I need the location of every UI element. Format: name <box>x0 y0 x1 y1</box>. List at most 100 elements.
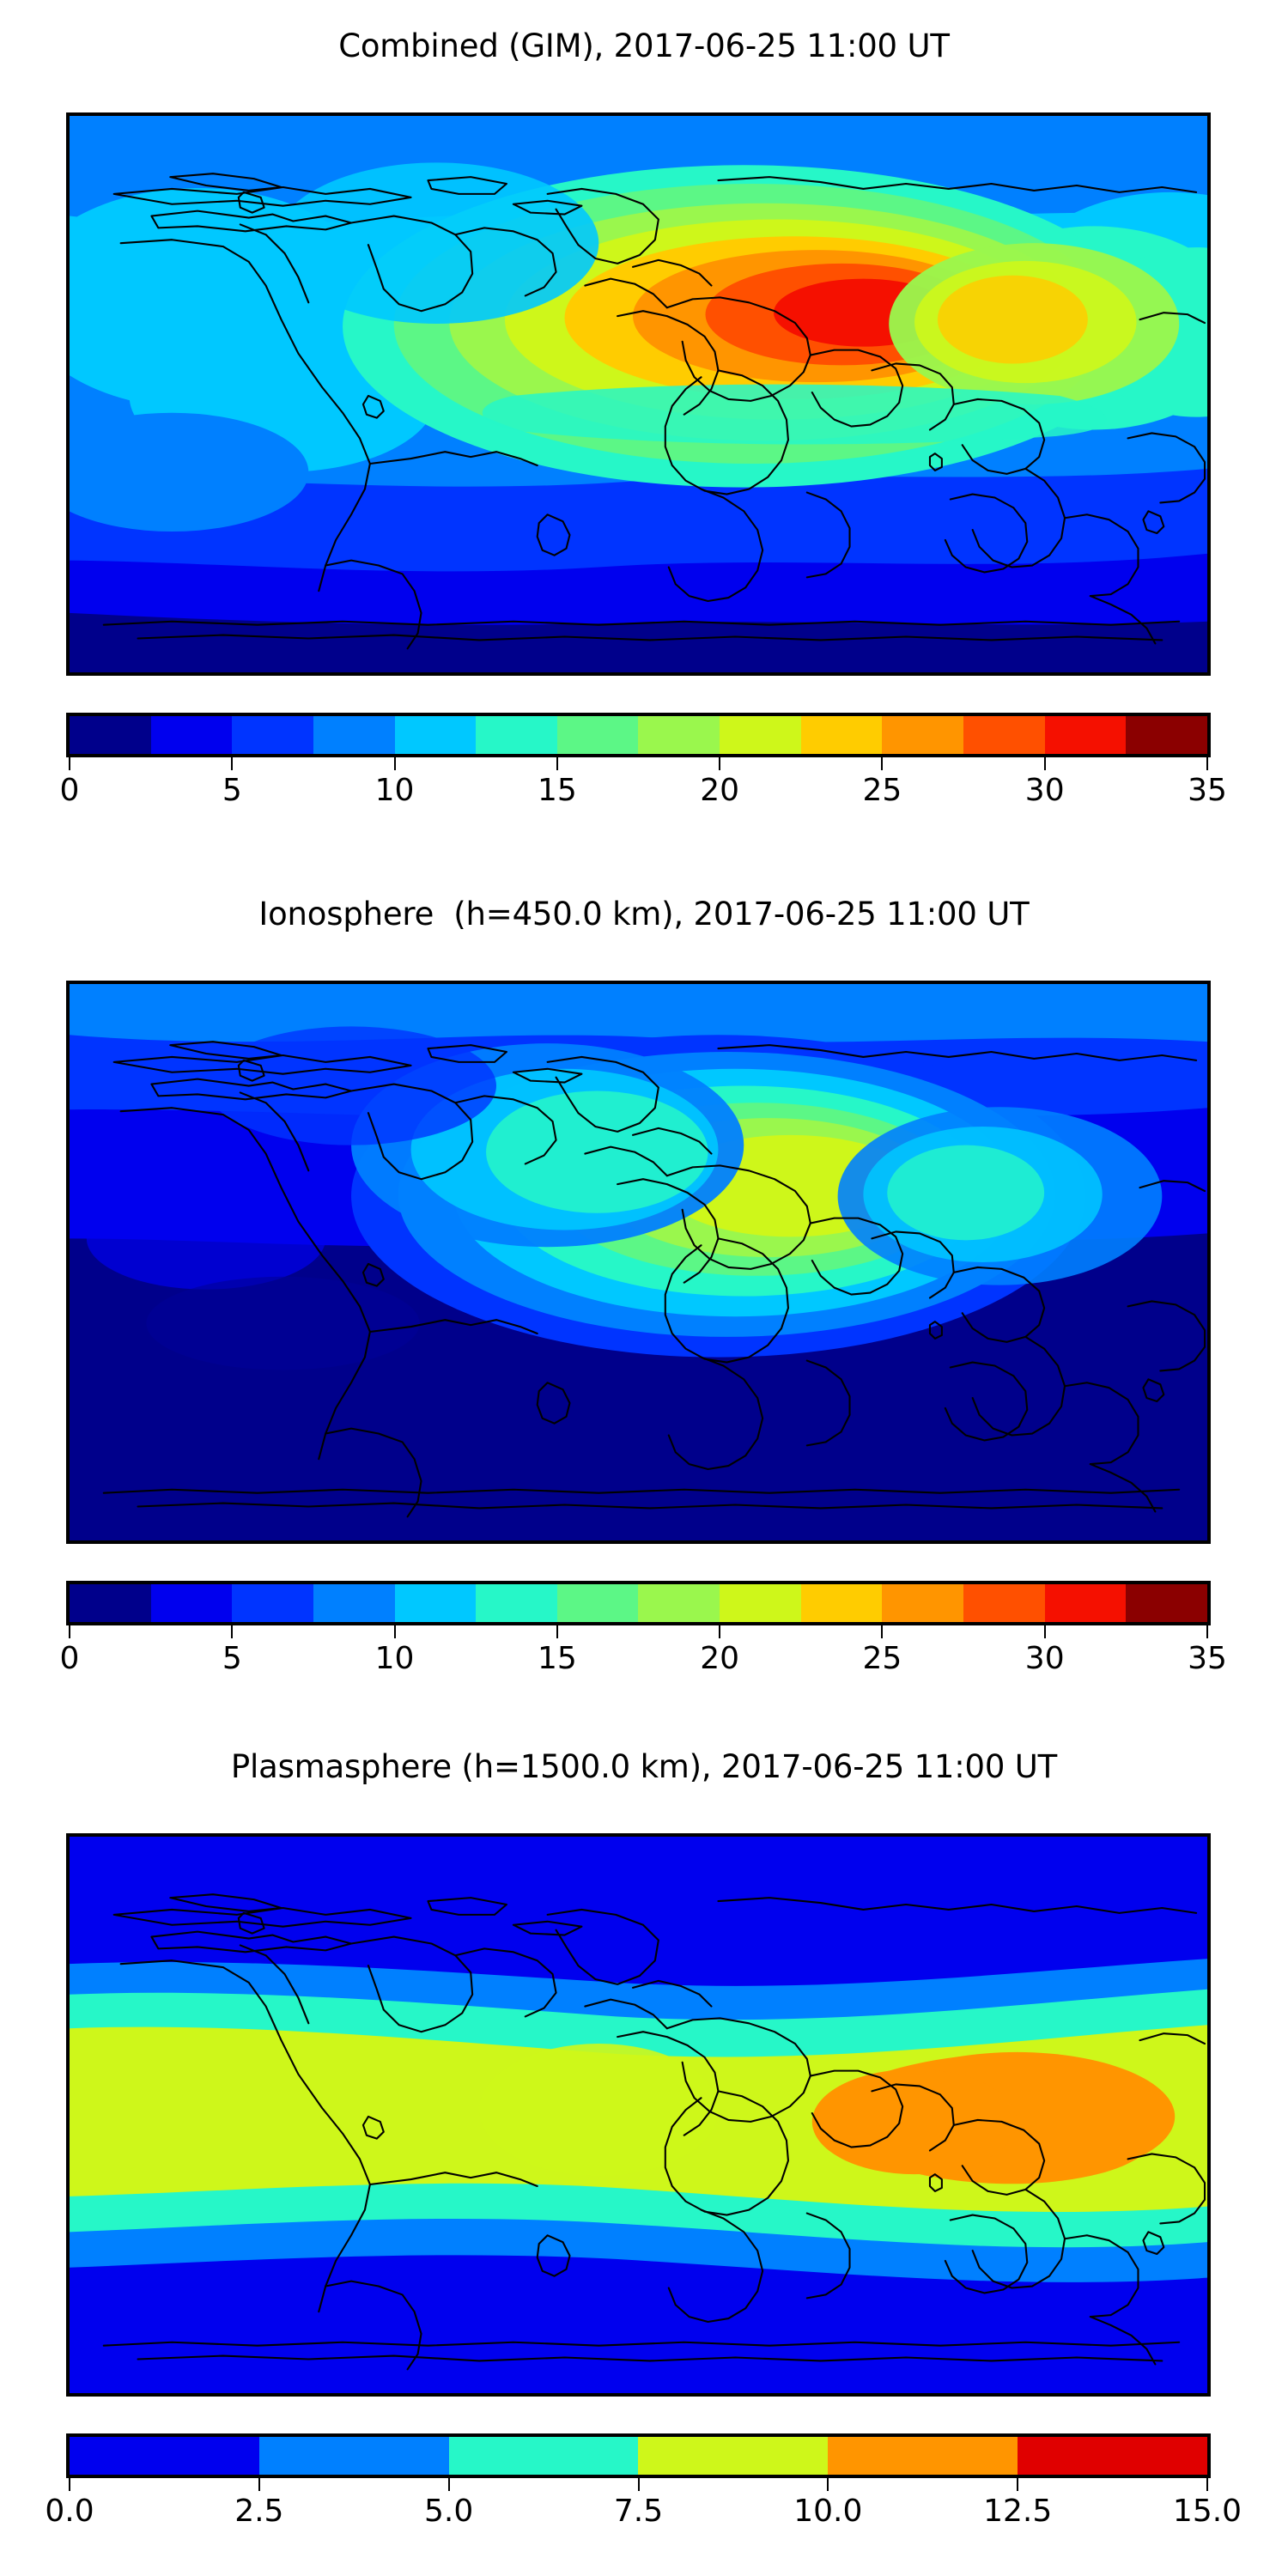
colorbar-band-6 <box>556 716 639 754</box>
colorbar-band-4 <box>828 2437 1018 2475</box>
colorbar-band-3 <box>313 1584 395 1622</box>
colorbar-tick-1 <box>231 1625 234 1638</box>
colorbar-combined[interactable]: 0 5 10 15 20 25 30 35 <box>60 713 1227 812</box>
colorbar-band-0 <box>70 2437 259 2475</box>
colorbar-band-13 <box>1126 1584 1207 1622</box>
map-canvas-ionosphere <box>70 984 1207 1540</box>
colorbar-tick-7 <box>1206 1625 1208 1638</box>
colorbar-tick-label-4: 20 <box>700 1641 740 1676</box>
colorbar-band-2 <box>448 2437 639 2475</box>
coastlines-plasmasphere <box>102 1893 1206 2371</box>
colorbar-tick-6 <box>1043 757 1046 770</box>
colorbar-plasmasphere-labels: 0.0 2.5 5.0 7.5 10.0 12.5 15.0 <box>45 2494 1242 2533</box>
colorbar-ionosphere[interactable]: 0 5 10 15 20 25 30 35 <box>60 1581 1227 1680</box>
colorbar-tick-label-5: 25 <box>862 773 902 808</box>
colorbar-tick-label-3: 7.5 <box>613 2494 664 2529</box>
colorbar-tick-1 <box>231 757 234 770</box>
colorbar-tick-label-5: 12.5 <box>983 2494 1053 2529</box>
colorbar-tick-5 <box>1017 2478 1019 2491</box>
colorbar-band-13 <box>1126 716 1207 754</box>
colorbar-band-3 <box>638 2437 829 2475</box>
map-canvas-combined <box>70 116 1207 672</box>
tec-field-plasmasphere <box>70 1837 1207 2393</box>
colorbar-tick-3 <box>637 2478 640 2491</box>
colorbar-band-2 <box>232 1584 313 1622</box>
colorbar-tick-0 <box>69 1625 70 1638</box>
colorbar-tick-label-0: 0 <box>59 1641 80 1676</box>
tec-field-combined <box>70 116 1207 672</box>
colorbar-tick-3 <box>556 757 558 770</box>
colorbar-combined-strip[interactable] <box>66 713 1211 757</box>
colorbar-tick-label-7: 35 <box>1188 773 1227 808</box>
colorbar-ionosphere-labels: 0 5 10 15 20 25 30 35 <box>60 1641 1227 1680</box>
colorbar-tick-label-3: 15 <box>537 773 577 808</box>
coastlines-combined <box>102 173 1206 650</box>
colorbar-band-2 <box>232 716 313 754</box>
colorbar-tick-5 <box>881 1625 884 1638</box>
colorbar-tick-label-1: 2.5 <box>234 2494 284 2529</box>
colorbar-band-4 <box>394 716 477 754</box>
colorbar-band-3 <box>313 716 395 754</box>
panel-title-plasmasphere: Plasmasphere (h=1500.0 km), 2017-06-25 1… <box>230 1748 1058 1785</box>
colorbar-band-8 <box>720 1584 801 1622</box>
colorbar-band-11 <box>963 1584 1045 1622</box>
colorbar-tick-label-0: 0.0 <box>45 2494 94 2529</box>
colorbar-tick-label-4: 10.0 <box>793 2494 863 2529</box>
colorbar-tick-label-3: 15 <box>537 1641 577 1676</box>
colorbar-tick-5 <box>881 757 884 770</box>
colorbar-band-9 <box>800 716 883 754</box>
colorbar-tick-6 <box>1043 1625 1046 1638</box>
map-ionosphere <box>66 981 1211 1544</box>
colorbar-band-5 <box>1018 2437 1207 2475</box>
colorbar-tick-label-6: 30 <box>1024 773 1065 808</box>
map-plasmasphere <box>66 1833 1211 2397</box>
colorbar-band-0 <box>70 1584 151 1622</box>
colorbar-plasmasphere-ticks <box>66 2478 1211 2494</box>
panel-title-ionosphere: Ionosphere (h=450.0 km), 2017-06-25 11:0… <box>258 896 1030 933</box>
colorbar-combined-ticks <box>66 757 1211 773</box>
colorbar-tick-2 <box>393 1625 396 1638</box>
colorbar-tick-label-1: 5 <box>222 1641 242 1676</box>
colorbar-tick-label-4: 20 <box>700 773 740 808</box>
colorbar-tick-2 <box>447 2478 450 2491</box>
colorbar-band-5 <box>476 716 557 754</box>
coastlines-ionosphere <box>102 1041 1206 1518</box>
colorbar-tick-label-6: 30 <box>1024 1641 1065 1676</box>
colorbar-plasmasphere-strip[interactable] <box>66 2433 1211 2478</box>
colorbar-band-11 <box>963 716 1045 754</box>
colorbar-tick-2 <box>393 757 396 770</box>
colorbar-ionosphere-strip[interactable] <box>66 1581 1211 1625</box>
colorbar-tick-1 <box>258 2478 260 2491</box>
colorbar-band-7 <box>638 1584 720 1622</box>
colorbar-band-1 <box>150 1584 233 1622</box>
colorbar-band-9 <box>800 1584 883 1622</box>
colorbar-ionosphere-ticks <box>66 1625 1211 1641</box>
colorbar-band-10 <box>882 1584 964 1622</box>
colorbar-tick-label-7: 35 <box>1188 1641 1227 1676</box>
colorbar-band-1 <box>258 2437 449 2475</box>
colorbar-band-10 <box>882 716 964 754</box>
colorbar-band-1 <box>150 716 233 754</box>
colorbar-band-12 <box>1044 716 1127 754</box>
colorbar-plasmasphere[interactable]: 0.0 2.5 5.0 7.5 10.0 12.5 15.0 <box>45 2433 1242 2533</box>
colorbar-band-8 <box>720 716 801 754</box>
colorbar-band-4 <box>394 1584 477 1622</box>
colorbar-band-5 <box>476 1584 557 1622</box>
colorbar-tick-7 <box>1206 757 1208 770</box>
colorbar-tick-label-2: 5.0 <box>424 2494 474 2529</box>
colorbar-tick-0 <box>69 757 70 770</box>
colorbar-tick-label-5: 25 <box>862 1641 902 1676</box>
colorbar-tick-label-0: 0 <box>59 773 80 808</box>
colorbar-tick-6 <box>1206 2478 1208 2491</box>
map-canvas-plasmasphere <box>70 1837 1207 2393</box>
colorbar-combined-labels: 0 5 10 15 20 25 30 35 <box>60 773 1227 812</box>
colorbar-tick-label-2: 10 <box>374 1641 415 1676</box>
colorbar-band-6 <box>556 1584 639 1622</box>
colorbar-tick-4 <box>719 1625 721 1638</box>
colorbar-tick-4 <box>719 757 721 770</box>
colorbar-tick-label-2: 10 <box>374 773 415 808</box>
panel-title-combined: Combined (GIM), 2017-06-25 11:00 UT <box>338 27 950 64</box>
colorbar-tick-4 <box>827 2478 829 2491</box>
colorbar-tick-0 <box>69 2478 70 2491</box>
